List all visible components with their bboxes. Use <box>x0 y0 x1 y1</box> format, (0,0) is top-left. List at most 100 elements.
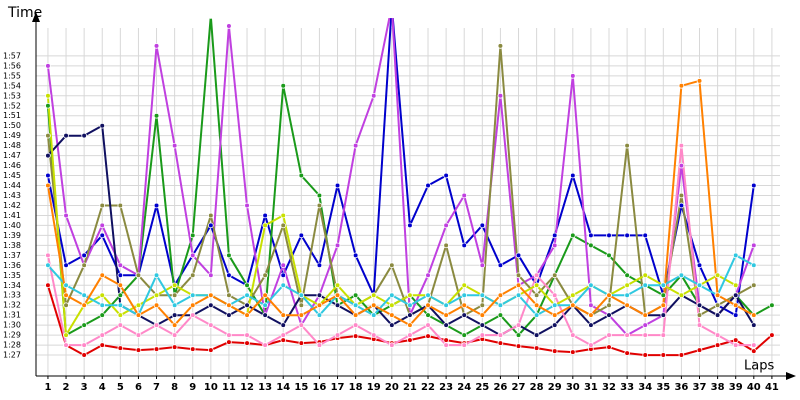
data-point <box>588 302 594 308</box>
x-tick-label: 3 <box>81 382 88 393</box>
data-point <box>280 222 287 229</box>
data-point <box>425 312 431 318</box>
data-point <box>696 322 703 328</box>
y-tick-label: 1:40 <box>3 221 21 230</box>
data-point <box>407 332 413 338</box>
data-point <box>189 232 196 239</box>
x-tick-label: 15 <box>294 382 308 393</box>
data-point <box>316 302 323 308</box>
data-point <box>678 202 685 209</box>
data-point <box>443 337 449 343</box>
data-point <box>461 312 468 318</box>
data-point <box>135 347 142 353</box>
data-point <box>570 302 576 308</box>
data-point <box>208 272 214 279</box>
data-point <box>63 282 69 289</box>
data-point <box>45 172 51 179</box>
y-tick-label: 1:55 <box>3 71 21 80</box>
data-point <box>280 332 287 338</box>
data-point <box>226 302 232 308</box>
data-point <box>443 172 449 179</box>
data-point <box>389 4 394 9</box>
data-point <box>570 232 576 239</box>
data-point <box>642 352 649 358</box>
data-point <box>588 242 594 249</box>
data-point <box>696 78 703 84</box>
data-point <box>99 332 106 338</box>
data-point <box>81 342 87 348</box>
data-point <box>99 122 106 129</box>
data-point <box>208 18 213 19</box>
y-tick-label: 1:37 <box>3 251 21 260</box>
data-point <box>660 302 667 308</box>
data-point <box>45 252 51 259</box>
data-point <box>479 332 486 338</box>
data-point <box>316 192 323 199</box>
data-point <box>624 350 630 356</box>
x-tick-label: 7 <box>153 382 160 393</box>
data-point <box>551 348 558 354</box>
data-point <box>280 83 287 89</box>
data-point <box>262 222 268 229</box>
data-point <box>570 172 576 179</box>
data-point <box>135 272 142 279</box>
data-point <box>208 302 214 308</box>
data-point <box>751 348 757 354</box>
data-point <box>262 302 268 308</box>
x-tick-label: 1 <box>44 382 51 393</box>
data-point <box>244 340 250 346</box>
data-point <box>642 272 649 279</box>
data-point <box>606 252 612 259</box>
series-line <box>46 18 755 337</box>
data-point <box>45 132 51 139</box>
data-point <box>262 292 268 299</box>
data-point <box>479 302 486 308</box>
data-point <box>588 312 594 318</box>
x-tick-label: 10 <box>204 382 218 393</box>
data-point <box>117 272 124 279</box>
data-point <box>189 302 196 308</box>
data-point <box>497 340 504 346</box>
data-point <box>226 272 232 279</box>
y-tick-label: 1:41 <box>3 211 21 220</box>
data-point <box>425 333 431 339</box>
x-tick-label: 8 <box>171 382 178 393</box>
y-axis-title: Time <box>7 5 42 21</box>
x-tick-label: 16 <box>312 382 326 393</box>
data-point <box>45 182 51 189</box>
data-point <box>407 292 413 299</box>
data-point <box>63 292 69 299</box>
data-point <box>352 322 359 328</box>
data-point <box>208 347 214 353</box>
x-tick-label: 21 <box>403 382 417 393</box>
data-point <box>479 292 486 299</box>
x-tick-label: 9 <box>189 382 196 393</box>
data-point <box>732 342 739 348</box>
data-point <box>551 292 558 299</box>
x-tick-label: 40 <box>747 382 761 393</box>
x-tick-label: 41 <box>765 382 779 393</box>
data-point <box>642 312 649 318</box>
y-tick-label: 1:48 <box>3 141 21 150</box>
data-point <box>153 112 160 119</box>
data-point <box>443 322 449 328</box>
data-point <box>425 302 431 308</box>
data-point <box>515 252 522 259</box>
y-tick-label: 1:28 <box>3 341 21 350</box>
x-tick-label: 18 <box>349 382 363 393</box>
data-point <box>208 222 214 229</box>
y-tick-label: 1:32 <box>3 301 21 310</box>
x-tick-label: 2 <box>63 382 70 393</box>
data-point <box>443 312 449 318</box>
y-tick-label: 1:57 <box>3 51 21 60</box>
data-point <box>443 242 449 249</box>
data-point <box>153 202 160 209</box>
data-point <box>117 302 124 308</box>
data-point <box>606 332 612 338</box>
data-point <box>678 352 685 358</box>
data-point <box>226 252 232 259</box>
data-point <box>244 202 250 209</box>
x-tick-label: 34 <box>638 382 652 393</box>
data-point <box>533 345 540 351</box>
data-point <box>189 252 196 259</box>
